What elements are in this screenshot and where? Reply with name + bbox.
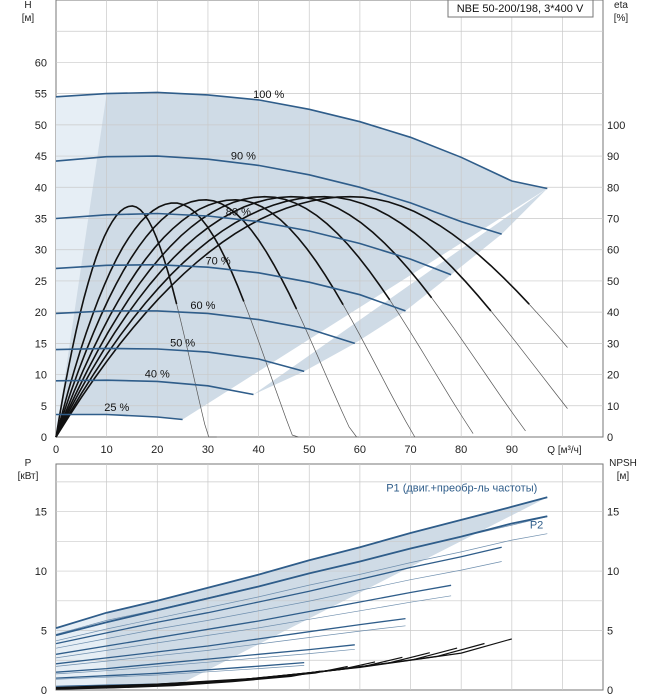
pump-model-title: NBE 50-200/198, 3*400 V [457,3,584,15]
p1-label: P1 (двиг.+преобр-ль частоты) [386,482,537,494]
head-curve [56,413,183,421]
efficiency-curve-operating [55,198,298,438]
npsh-axis-unit: [м] [617,471,630,482]
power-curve [55,644,355,673]
power-curve-p2 [55,533,548,642]
speed-label: 40 % [145,368,170,380]
y-right-tick-label: 80 [607,182,619,194]
head-curve [55,310,356,345]
y-right-tick-label: 50 [607,276,619,288]
efficiency-curve-operating [55,195,391,438]
power-curve-p2 [55,648,355,675]
y-right-tick-label: 60 [607,245,619,257]
y-left-tick-label: 50 [35,120,47,132]
efficiency-curve-operating [55,205,178,438]
speed-label: 90 % [231,151,256,163]
y-right-tick-label: 70 [607,214,619,226]
npsh-tick-label: 10 [607,566,619,578]
x-tick-label: 20 [151,444,163,456]
y-right-tick-label: 90 [607,151,619,163]
p-tick-label: 5 [41,626,47,638]
p2-label: P2 [530,519,543,531]
p-tick-label: 10 [35,566,47,578]
speed-label: 100 % [253,89,284,101]
x-tick-label: 70 [404,444,416,456]
power-curve-p2 [55,595,452,659]
p-tick-label: 0 [41,685,47,697]
y-left-tick-label: 25 [35,276,47,288]
y-left-tick-label: 45 [35,151,47,163]
npsh-tick-label: 5 [607,626,613,638]
efficiency-curve-operating [55,198,344,438]
speed-label: 60 % [190,300,215,312]
head-curve [55,155,502,235]
power-curve [55,546,502,645]
y-left-tick-label: 20 [35,307,47,319]
y-right-tick-label: 40 [607,307,619,319]
y-left-tick-label: 60 [35,57,47,69]
x-tick-label: 0 [53,444,59,456]
power-curve [55,661,305,679]
power-curve [55,496,548,629]
envelope-light-wedge-top [56,93,107,438]
x-tick-label: 10 [101,444,113,456]
power-curve [55,515,548,637]
y-left-tick-label: 40 [35,182,47,194]
h-axis-label: H [24,0,31,11]
head-curve [55,212,452,276]
y-right-tick-label: 20 [607,370,619,382]
eta-axis-unit: [%] [614,13,629,24]
npsh-tick-label: 15 [607,507,619,519]
y-left-tick-label: 5 [41,401,47,413]
efficiency-curve-operating [55,195,492,438]
speed-label: 70 % [206,255,231,267]
head-curve [55,379,254,396]
x-tick-label: 40 [252,444,264,456]
power-curve [55,617,406,665]
x-tick-label: 60 [354,444,366,456]
p-axis-label: P [25,458,32,469]
speed-label: 25 % [104,402,129,414]
power-curve-p2 [55,561,502,649]
title-box [447,0,594,18]
y-left-tick-label: 35 [35,214,47,226]
npsh-tick-label: 0 [607,685,613,697]
y-right-tick-label: 30 [607,338,619,350]
speed-label: 80 % [226,206,251,218]
x-axis-label: Q [м³/ч] [547,445,582,456]
y-left-tick-label: 55 [35,89,47,101]
power-curve-p2 [55,665,305,680]
npsh-curve [55,670,321,690]
p-axis-unit: [кВт] [18,471,39,482]
x-tick-label: 80 [455,444,467,456]
head-curve [55,91,548,190]
y-right-tick-label: 0 [607,432,613,444]
efficiency-curve-operating [55,195,433,438]
y-left-tick-label: 10 [35,370,47,382]
power-curve-p2 [55,625,406,667]
efficiency-curve-operating [55,195,530,438]
npsh-axis-label: NPSH [609,458,637,469]
y-left-tick-label: 0 [41,432,47,444]
x-tick-label: 30 [202,444,214,456]
speed-label: 50 % [170,338,195,350]
p-tick-label: 15 [35,507,47,519]
eta-axis-label: eta [614,0,628,11]
head-curve [55,347,305,373]
y-left-tick-label: 15 [35,338,47,350]
h-axis-unit: [м] [22,13,35,24]
head-curve [55,263,406,312]
power-curve [55,584,452,655]
y-right-tick-label: 10 [607,401,619,413]
x-tick-label: 90 [506,444,518,456]
y-right-tick-label: 100 [607,120,625,132]
x-tick-label: 50 [303,444,315,456]
y-left-tick-label: 30 [35,245,47,257]
